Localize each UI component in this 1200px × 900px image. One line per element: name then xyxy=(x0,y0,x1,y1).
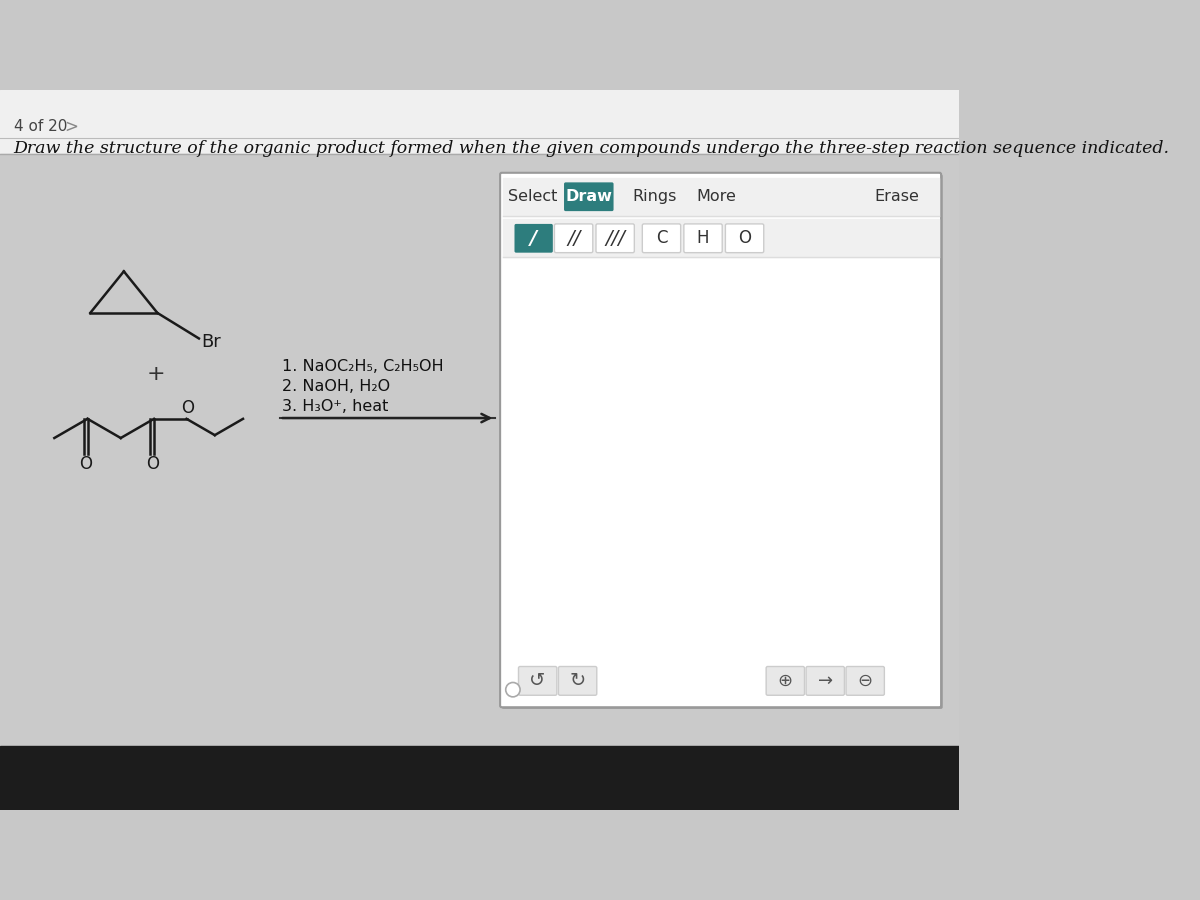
Text: More: More xyxy=(697,189,737,204)
Text: C: C xyxy=(655,230,667,248)
Text: >: > xyxy=(64,117,78,135)
FancyBboxPatch shape xyxy=(558,667,596,696)
Text: Br: Br xyxy=(202,333,221,351)
FancyBboxPatch shape xyxy=(642,224,680,253)
FancyBboxPatch shape xyxy=(502,175,943,709)
Text: 3. H₃O⁺, heat: 3. H₃O⁺, heat xyxy=(282,399,389,414)
FancyBboxPatch shape xyxy=(726,224,763,253)
Bar xyxy=(0,745,959,809)
Circle shape xyxy=(505,682,520,697)
Text: 2. NaOH, H₂O: 2. NaOH, H₂O xyxy=(282,379,390,393)
Text: O: O xyxy=(738,230,751,248)
Text: ///: /// xyxy=(605,229,625,248)
Text: /: / xyxy=(530,229,538,248)
Bar xyxy=(503,219,938,257)
FancyBboxPatch shape xyxy=(500,173,941,707)
Text: Draw: Draw xyxy=(565,189,612,204)
Bar xyxy=(503,250,938,346)
FancyBboxPatch shape xyxy=(766,667,804,696)
Text: →: → xyxy=(817,672,833,690)
Bar xyxy=(503,354,938,450)
Text: Select: Select xyxy=(508,189,558,204)
Text: O: O xyxy=(79,455,92,473)
Text: 4 of 20: 4 of 20 xyxy=(14,119,67,134)
Text: Draw the structure of the organic product formed when the given compounds underg: Draw the structure of the organic produc… xyxy=(13,140,1169,157)
FancyBboxPatch shape xyxy=(846,667,884,696)
Text: Rings: Rings xyxy=(632,189,677,204)
FancyBboxPatch shape xyxy=(684,224,722,253)
Text: O: O xyxy=(181,399,194,417)
Text: 1. NaOC₂H₅, C₂H₅OH: 1. NaOC₂H₅, C₂H₅OH xyxy=(282,358,444,374)
Text: ↻: ↻ xyxy=(570,671,586,690)
Text: +: + xyxy=(146,364,166,384)
Bar xyxy=(503,177,938,216)
Text: O: O xyxy=(146,455,158,473)
Bar xyxy=(0,91,959,155)
FancyBboxPatch shape xyxy=(515,224,553,253)
FancyBboxPatch shape xyxy=(596,224,635,253)
FancyBboxPatch shape xyxy=(806,667,845,696)
Text: ⊖: ⊖ xyxy=(858,672,872,690)
Text: H: H xyxy=(697,230,709,248)
FancyBboxPatch shape xyxy=(564,183,613,212)
FancyBboxPatch shape xyxy=(518,667,557,696)
Text: //: // xyxy=(566,229,581,248)
Bar xyxy=(0,155,959,745)
Bar xyxy=(503,458,938,554)
Text: ↺: ↺ xyxy=(529,671,546,690)
Bar xyxy=(503,562,938,658)
Text: Erase: Erase xyxy=(874,189,919,204)
FancyBboxPatch shape xyxy=(554,224,593,253)
Text: ⊕: ⊕ xyxy=(778,672,793,690)
